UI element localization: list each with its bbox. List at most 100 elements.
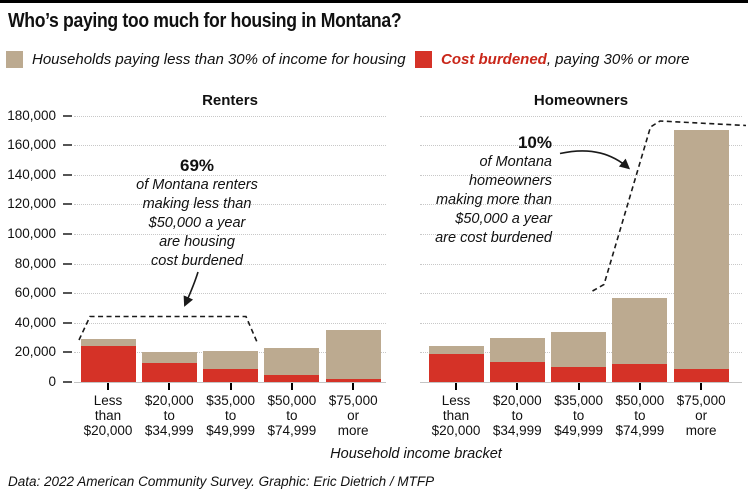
- y-axis-tick-label: 20,000: [14, 344, 56, 360]
- gridline: [74, 233, 386, 235]
- legend-label: Households paying less than 30% of incom…: [32, 51, 406, 68]
- gridline: [420, 263, 742, 265]
- red-legend-swatch: [415, 51, 432, 68]
- y-axis-tick-mark: [63, 351, 72, 354]
- top-rule: [0, 0, 748, 3]
- legend-item-not-burdened: Households paying less than 30% of incom…: [6, 51, 406, 68]
- legend-item-cost-burdened: Cost burdened, paying 30% or more: [415, 51, 689, 68]
- bar-segment-cost-burdened: [551, 367, 607, 382]
- homeowners-annotation: 10% of Montana homeowners making more th…: [352, 133, 552, 248]
- legend-label: Cost burdened, paying 30% or more: [441, 51, 689, 68]
- homeowners-annotation-pct: 10%: [517, 133, 552, 152]
- x-axis-tick-mark: [577, 383, 580, 390]
- x-axis-tick-mark: [290, 383, 293, 390]
- y-axis-tick-mark: [63, 262, 72, 265]
- bar-segment-not-burdened: [428, 345, 484, 354]
- chart-title: Who’s paying too much for housing in Mon…: [8, 9, 402, 32]
- bar-segment-not-burdened: [264, 347, 320, 376]
- annotation-line: $50,000 a year: [148, 215, 246, 231]
- annotation-line: are housing: [159, 234, 235, 250]
- tan-legend-swatch: [6, 51, 23, 68]
- y-axis-tick-mark: [63, 292, 72, 295]
- y-axis-tick-mark: [63, 232, 72, 235]
- x-axis-tick-mark: [352, 383, 355, 390]
- gridline: [420, 322, 742, 324]
- bar-segment-not-burdened: [489, 337, 545, 362]
- bar-segment-not-burdened: [551, 332, 607, 368]
- y-axis-tick-mark: [63, 173, 72, 176]
- renters-panel-title: Renters: [202, 92, 258, 109]
- homeowners-panel-title: Homeowners: [533, 92, 629, 109]
- bar-segment-cost-burdened: [489, 362, 545, 382]
- x-axis-tick-mark: [229, 383, 232, 390]
- bar-segment-cost-burdened: [673, 369, 729, 382]
- gridline: [74, 204, 386, 206]
- y-axis-tick-mark: [63, 203, 72, 206]
- gridline: [74, 115, 386, 117]
- bar-segment-not-burdened: [203, 350, 259, 370]
- x-axis-title: Household income bracket: [330, 446, 502, 462]
- gridline: [420, 115, 742, 117]
- annotation-line: making less than: [142, 196, 252, 212]
- renters-annotation-pct: 69%: [179, 156, 215, 175]
- annotation-line: of Montana renters: [136, 177, 258, 193]
- x-axis-category-label: $20,000 to $34,999: [144, 393, 194, 438]
- bar-segment-not-burdened: [673, 130, 729, 370]
- gridline: [420, 293, 742, 295]
- gridline: [420, 174, 742, 176]
- bar-segment-cost-burdened: [141, 362, 197, 382]
- annotation-line: homeowners: [468, 173, 552, 189]
- bar-segment-cost-burdened: [203, 369, 259, 382]
- gridline: [74, 293, 386, 295]
- bar-segment-not-burdened: [141, 352, 197, 363]
- gridline: [420, 233, 742, 235]
- x-axis-tick-mark: [455, 383, 457, 390]
- gridline: [74, 263, 386, 265]
- x-axis-category-label: $75,000 or more: [676, 393, 726, 438]
- x-axis-category-label: Less than $20,000: [431, 393, 481, 438]
- annotation-line: of Montana: [479, 154, 552, 170]
- x-axis-tick-mark: [516, 383, 519, 390]
- annotation-line: are cost burdened: [435, 230, 552, 246]
- gridline: [74, 322, 386, 324]
- x-axis-category-label: $50,000 to $74,999: [267, 393, 317, 438]
- y-axis-tick-label: 160,000: [7, 137, 56, 153]
- bar-segment-cost-burdened: [325, 379, 381, 382]
- y-axis-tick-mark: [63, 321, 72, 324]
- annotation-line: $50,000 a year: [455, 211, 552, 227]
- y-axis-tick-label: 180,000: [7, 107, 56, 123]
- annotation-line: making more than: [435, 192, 552, 208]
- renters-panel: Renters Less than $20,000 $20,000 to $34,999 $…: [74, 92, 386, 438]
- x-axis-category-label: $75,000 or more: [328, 393, 378, 438]
- renters-annotation: 69% of Montana renters making less than …: [97, 156, 297, 271]
- bar-segment-cost-burdened: [428, 353, 484, 382]
- x-axis-tick-mark: [107, 383, 109, 390]
- legend-label-emphasis: Cost burdened: [441, 51, 547, 68]
- x-axis-category-label: $20,000 to $34,999: [492, 393, 542, 438]
- annotation-line: cost burdened: [151, 253, 243, 269]
- x-axis-line: [420, 382, 742, 383]
- x-axis-category-label: Less than $20,000: [83, 393, 133, 438]
- x-axis-category-label: $50,000 to $74,999: [615, 393, 665, 438]
- bar-segment-not-burdened: [325, 330, 381, 380]
- bar-segment-not-burdened: [612, 297, 668, 365]
- x-axis-line: [74, 382, 386, 383]
- y-axis-tick-label: 80,000: [14, 255, 56, 271]
- x-axis-tick-mark: [168, 383, 171, 390]
- gridline: [420, 145, 742, 147]
- legend-label-rest: , paying 30% or more: [546, 51, 690, 68]
- y-axis-tick-mark: [63, 381, 72, 383]
- y-axis-tick-label: 0: [48, 374, 56, 389]
- y-axis-tick-label: 40,000: [14, 314, 56, 330]
- gridline: [420, 204, 742, 206]
- gridline: [74, 174, 386, 176]
- y-axis-tick-label: 60,000: [14, 285, 56, 301]
- bar-segment-cost-burdened: [612, 364, 668, 382]
- bar-segment-cost-burdened: [264, 375, 320, 382]
- y-axis-tick-mark: [63, 144, 72, 147]
- x-axis-category-label: $35,000 to $49,999: [206, 393, 255, 438]
- bar-segment-cost-burdened: [80, 345, 136, 382]
- x-axis-category-label: $35,000 to $49,999: [554, 393, 603, 438]
- x-axis-tick-mark: [638, 383, 641, 390]
